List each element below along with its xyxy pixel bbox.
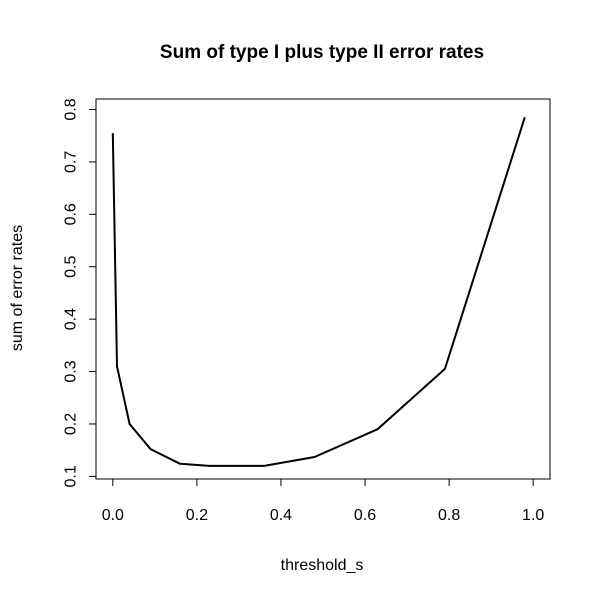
chart-title: Sum of type I plus type II error rates <box>160 42 484 63</box>
y-tick-label: 0.3 <box>63 360 80 382</box>
y-tick-label: 0.2 <box>63 413 80 435</box>
x-tick-label: 0.0 <box>102 507 124 524</box>
x-tick-label: 0.4 <box>270 507 292 524</box>
y-tick-label: 0.4 <box>63 308 80 330</box>
x-tick-label: 0.2 <box>186 507 208 524</box>
x-tick-label: 0.6 <box>354 507 376 524</box>
y-axis: 0.1 0.2 0.3 0.4 0.5 0.6 0.7 0.8 <box>63 98 97 488</box>
series-line <box>111 116 526 467</box>
y-axis-label: sum of error rates <box>9 225 26 351</box>
y-tick-label: 0.8 <box>63 98 80 120</box>
y-tick-label: 0.6 <box>63 203 80 225</box>
x-tick-label: 0.8 <box>438 507 460 524</box>
y-tick-label: 0.5 <box>63 256 80 278</box>
x-axis-label: threshold_s <box>281 557 364 574</box>
plot-frame <box>95 98 551 480</box>
x-tick-label: 1.0 <box>522 507 544 524</box>
x-axis: 0.0 0.2 0.4 0.6 0.8 1.0 <box>102 478 544 524</box>
y-tick-label: 0.1 <box>63 465 80 487</box>
series-group <box>111 116 526 467</box>
y-tick-label: 0.7 <box>63 151 80 173</box>
